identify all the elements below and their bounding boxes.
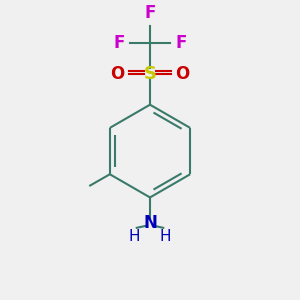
- Text: F: F: [144, 4, 156, 22]
- Text: F: F: [175, 34, 187, 52]
- Text: O: O: [175, 65, 190, 83]
- Text: H: H: [129, 229, 140, 244]
- Text: O: O: [110, 65, 125, 83]
- Text: N: N: [143, 214, 157, 232]
- Text: H: H: [160, 229, 171, 244]
- Text: S: S: [143, 65, 157, 83]
- Text: F: F: [113, 34, 125, 52]
